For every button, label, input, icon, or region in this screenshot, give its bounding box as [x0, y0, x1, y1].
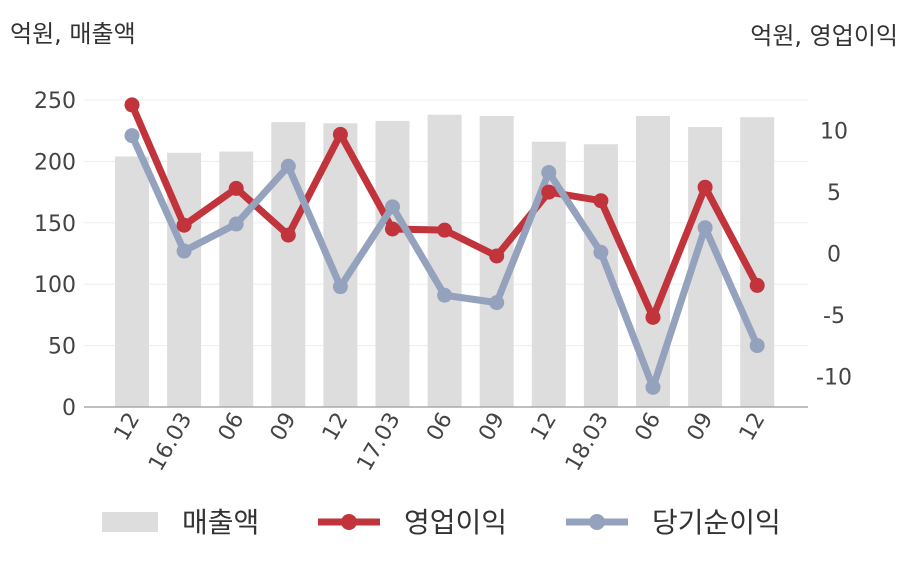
x-tick-label: 06: [214, 409, 250, 446]
x-tick-label: 12: [526, 409, 562, 446]
legend-marker-영업이익: [341, 514, 357, 530]
bar-매출액: [115, 156, 149, 407]
point-당기순이익: [489, 295, 505, 311]
legend-label-매출액: 매출액: [182, 506, 259, 539]
point-당기순이익: [697, 220, 713, 236]
point-당기순이익: [541, 164, 557, 180]
point-영업이익: [332, 126, 348, 142]
y-right-tick-label: -5: [823, 304, 845, 329]
point-당기순이익: [280, 158, 296, 174]
x-tick-label: 18.03: [561, 409, 614, 476]
y-right-tick-label: 10: [820, 120, 848, 145]
point-영업이익: [280, 227, 296, 243]
y-left-tick-label: 100: [34, 273, 76, 298]
y-right-tick-label: 5: [827, 181, 841, 206]
y-left-tick-label: 250: [34, 89, 76, 114]
point-영업이익: [124, 97, 140, 113]
point-당기순이익: [593, 244, 609, 260]
point-당기순이익: [124, 128, 140, 144]
legend-swatch-매출액: [102, 512, 158, 532]
point-당기순이익: [332, 279, 348, 295]
point-당기순이익: [437, 287, 453, 303]
x-tick-label: 06: [631, 409, 667, 446]
x-tick-label: 17.03: [353, 409, 406, 476]
point-당기순이익: [385, 199, 400, 215]
point-당기순이익: [645, 379, 661, 395]
point-영업이익: [489, 248, 505, 264]
point-영업이익: [228, 180, 244, 196]
point-영업이익: [385, 221, 400, 237]
right-axis-unit-label: 억원, 영업이익: [750, 22, 898, 50]
y-left-tick-label: 0: [62, 396, 76, 421]
x-tick-label: 16.03: [144, 409, 197, 476]
bar-매출액: [427, 114, 462, 408]
point-당기순이익: [228, 216, 244, 232]
x-tick-label: 12: [110, 409, 146, 446]
point-영업이익: [176, 217, 192, 233]
point-영업이익: [645, 309, 661, 325]
y-left-tick-label: 150: [34, 212, 76, 237]
y-right-tick-label: 0: [827, 243, 841, 268]
legend-label-당기순이익: 당기순이익: [652, 506, 781, 539]
point-당기순이익: [176, 243, 192, 259]
x-tick-label: 06: [422, 409, 458, 446]
point-당기순이익: [749, 338, 765, 354]
x-tick-label: 09: [474, 409, 510, 446]
point-영업이익: [749, 277, 765, 293]
x-tick-label: 12: [735, 409, 771, 446]
x-tick-label: 09: [266, 409, 302, 446]
x-tick-label: 09: [683, 409, 719, 446]
bar-매출액: [375, 120, 410, 407]
legend-label-영업이익: 영업이익: [404, 506, 507, 539]
point-영업이익: [697, 179, 713, 195]
point-영업이익: [437, 222, 453, 238]
x-tick-label: 12: [318, 409, 354, 446]
y-right-tick-label: -10: [816, 365, 852, 390]
y-left-tick-label: 50: [48, 335, 76, 360]
legend-marker-당기순이익: [589, 514, 605, 530]
left-axis-unit-label: 억원, 매출액: [10, 20, 136, 48]
point-영업이익: [593, 193, 609, 209]
y-left-tick-label: 200: [34, 150, 76, 175]
point-영업이익: [541, 184, 557, 200]
